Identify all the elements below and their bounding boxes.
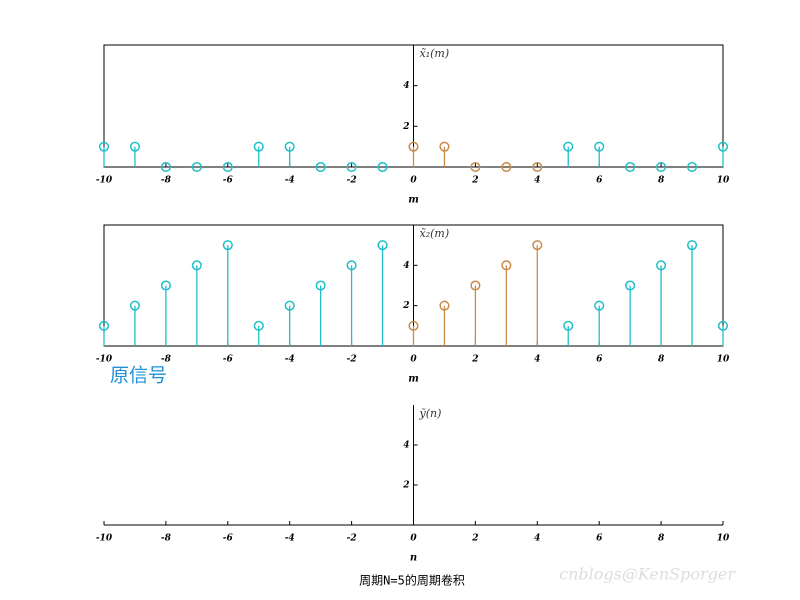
stem-marker [470, 280, 481, 291]
x-tick-label: -4 [285, 355, 295, 365]
stem-marker [315, 280, 326, 291]
x-tick-label: -8 [161, 534, 172, 544]
stem-marker [625, 280, 636, 291]
x-tick-label: 0 [410, 534, 417, 544]
stem-marker [284, 300, 295, 311]
stem-marker [656, 161, 667, 173]
x-tick-label: 0 [410, 355, 417, 365]
x-tick-label: -6 [223, 176, 234, 186]
stem-marker [377, 161, 388, 173]
stem-marker [439, 300, 450, 311]
stem-marker [191, 260, 202, 271]
x-tick-label: 10 [717, 355, 730, 365]
y-tick-label: 4 [403, 441, 409, 451]
x-axis-label: m [408, 374, 419, 385]
y-tick-label: 2 [402, 301, 409, 311]
x-tick-label: -4 [285, 534, 295, 544]
y-axis-label: x̃₁(m) [420, 47, 450, 60]
y-tick-label: 4 [403, 81, 409, 91]
x-tick-label: 4 [534, 176, 540, 186]
watermark: cnblogs@KenSporger [559, 565, 736, 584]
x-tick-label: -6 [223, 355, 234, 365]
stem-marker [594, 141, 605, 152]
x-tick-label: 8 [658, 355, 665, 365]
stem-marker [160, 161, 171, 173]
x-tick-label: -10 [96, 176, 113, 186]
x-tick-label: -2 [347, 176, 357, 186]
x-tick-label: -10 [96, 355, 113, 365]
stem-marker [501, 260, 512, 271]
stem-marker [656, 260, 667, 271]
stem-marker [408, 141, 419, 152]
stem-marker [532, 161, 543, 173]
y-tick-label: 4 [403, 261, 409, 271]
stem-marker [346, 161, 357, 173]
stem-marker [222, 161, 233, 173]
x-tick-label: 6 [596, 355, 603, 365]
caption: 周期N=5的周期卷积 [359, 573, 465, 588]
stem-marker [563, 320, 574, 331]
x-tick-label: 6 [596, 534, 603, 544]
y-tick-label: 2 [402, 481, 409, 491]
x-tick-label: 8 [658, 534, 665, 544]
stem-marker [532, 240, 543, 251]
stem-marker [191, 161, 202, 173]
x-tick-label: 2 [471, 176, 478, 186]
stem-marker [315, 161, 326, 173]
stem-marker [717, 320, 729, 331]
x-tick-label: 2 [471, 355, 478, 365]
x-tick-label: 6 [596, 176, 603, 186]
x-tick-label: 4 [534, 355, 540, 365]
x-tick-label: 10 [717, 176, 730, 186]
x-tick-label: -8 [161, 355, 172, 365]
x-tick-label: -4 [285, 176, 295, 186]
x-tick-label: -10 [96, 534, 113, 544]
y-tick-label: 2 [402, 122, 409, 132]
stem-marker [253, 320, 264, 331]
stem-marker [687, 240, 698, 251]
stem-marker [222, 240, 233, 251]
stem-marker [346, 260, 357, 271]
stem-marker [98, 320, 110, 331]
stem-marker [377, 240, 388, 251]
stem-marker [439, 141, 450, 152]
x-tick-label: -2 [347, 534, 357, 544]
stem-marker [501, 161, 512, 173]
x-tick-label: 10 [717, 534, 730, 544]
stem-marker [687, 161, 698, 173]
x-tick-label: -2 [347, 355, 357, 365]
x-tick-label: 0 [410, 176, 417, 186]
x-tick-label: 2 [471, 534, 478, 544]
y-axis-label: ỹ(n) [419, 407, 442, 420]
stem-marker [470, 161, 481, 173]
x-axis-label: n [410, 553, 417, 564]
x-tick-label: 8 [658, 176, 665, 186]
x-axis-label: m [408, 195, 419, 206]
stem-marker [160, 280, 171, 291]
stem-marker [253, 141, 264, 152]
annotation: 原信号 [110, 365, 167, 387]
stem-marker [625, 161, 636, 173]
stem-marker [717, 141, 729, 152]
x-tick-label: -6 [223, 534, 234, 544]
stem-marker [563, 141, 574, 152]
x-tick-label: 4 [534, 534, 540, 544]
y-axis-label: x̃₂(m) [420, 227, 450, 240]
stem-marker [98, 141, 110, 152]
stem-marker [284, 141, 295, 152]
stem-marker [129, 141, 140, 152]
x-tick-label: -8 [161, 176, 172, 186]
stem-marker [408, 320, 419, 331]
stem-marker [129, 300, 140, 311]
stem-marker [594, 300, 605, 311]
